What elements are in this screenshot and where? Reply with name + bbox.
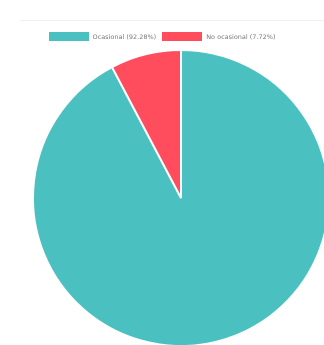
top-divider <box>20 20 324 21</box>
legend-label-ocasional: Ocasional (92.28%) <box>92 32 157 41</box>
legend-swatch-ocasional <box>48 32 89 41</box>
legend-item-no-ocasional[interactable]: No ocasional (7.72%) <box>162 32 276 41</box>
pie-slice-0[interactable] <box>32 48 324 345</box>
pie-slice-1[interactable] <box>110 48 182 199</box>
legend-swatch-no-ocasional <box>162 32 203 41</box>
chart-legend: Ocasional (92.28%) No ocasional (7.72%) <box>0 32 324 41</box>
legend-item-ocasional[interactable]: Ocasional (92.28%) <box>48 32 157 41</box>
legend-label-no-ocasional: No ocasional (7.72%) <box>206 32 276 41</box>
